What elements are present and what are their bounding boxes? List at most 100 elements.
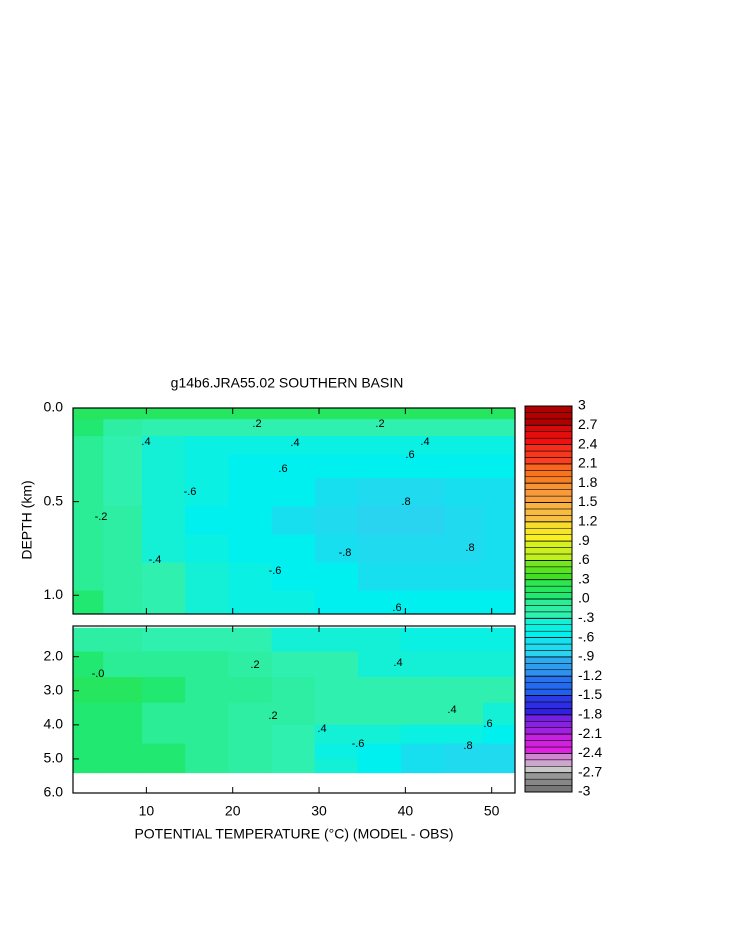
colorbar-band (524, 708, 573, 716)
contour-cell (314, 677, 359, 704)
contour-cell (271, 436, 316, 456)
colorbar-band (524, 579, 573, 587)
contour-cell (314, 562, 359, 592)
colorbar-band (524, 663, 573, 671)
contour-cell (73, 506, 104, 536)
colorbar-band (524, 444, 573, 452)
contour-cell (142, 651, 186, 678)
contour-cell (483, 534, 515, 564)
contour-cell (314, 702, 359, 726)
contour-cell (228, 677, 273, 704)
contour-cell (271, 408, 316, 420)
colorbar-band (524, 624, 573, 632)
contour-cell (271, 419, 316, 437)
colorbar-band (524, 688, 573, 696)
contour-cell (142, 743, 186, 760)
contour-cell (444, 590, 484, 614)
colorbar-band (524, 482, 573, 490)
panel-frame (72, 625, 516, 794)
colorbar-tick-label: -2.1 (578, 725, 602, 741)
contour-cell (314, 534, 359, 564)
y-tick-label: 2.0 (44, 647, 64, 663)
contour-cell (228, 454, 273, 479)
panel-frame (72, 407, 516, 615)
colorbar-band (524, 746, 573, 754)
colorbar-tick-label: -1.8 (578, 706, 602, 722)
colorbar-band (524, 553, 573, 561)
contour-cell (401, 724, 445, 745)
contour-cell (483, 419, 515, 437)
contour-cell (103, 408, 143, 420)
contour-cell (271, 758, 316, 774)
colorbar-band (524, 727, 573, 735)
contour-cell (444, 758, 484, 774)
contour-cell (357, 651, 402, 678)
colorbar-band (524, 412, 573, 420)
contour-cell (103, 419, 143, 437)
contour-cell (228, 506, 273, 536)
contour-cell (142, 758, 186, 774)
contour-cell (483, 758, 515, 774)
contour-cell (271, 534, 316, 564)
colorbar-tick-label: .3 (578, 570, 590, 586)
y-tick-label: 0.0 (44, 399, 64, 415)
contour-cell (444, 677, 484, 704)
colorbar-band (524, 656, 573, 664)
y-tick-label: 0.5 (44, 492, 64, 508)
contour-cell (142, 506, 186, 536)
contour-cell (185, 408, 229, 420)
contour-cell (444, 627, 484, 653)
y-tick-label: 4.0 (44, 716, 64, 732)
contour-cell (142, 702, 186, 726)
contour-label: .8 (463, 740, 472, 752)
contour-label: .6 (405, 449, 414, 461)
contour-cell (73, 454, 104, 479)
contour-cell (401, 651, 445, 678)
contour-cell (185, 590, 229, 614)
contour-cell (185, 743, 229, 760)
contour-cell (73, 478, 104, 507)
contour-cell (401, 627, 445, 653)
contour-cell (401, 436, 445, 456)
colorbar-band (524, 405, 573, 413)
colorbar-band (524, 540, 573, 548)
contour-cell (185, 419, 229, 437)
contour-cell (357, 724, 402, 745)
contour-cell (142, 627, 186, 653)
colorbar-band (524, 573, 573, 580)
contour-cell (73, 651, 104, 678)
colorbar-band (524, 431, 573, 439)
colorbar-band (524, 598, 573, 606)
contour-cell (142, 408, 186, 420)
colorbar-band (524, 418, 573, 426)
contour-cell (483, 743, 515, 760)
contour-label: .4 (290, 437, 299, 449)
panel-field (73, 408, 515, 614)
contour-cell (483, 408, 515, 420)
contour-cell (271, 702, 316, 726)
contour-cell (444, 534, 484, 564)
contour-label: .4 (447, 704, 456, 716)
contour-cell (483, 590, 515, 614)
colorbar-tick-label: 2.7 (578, 416, 598, 432)
contour-cell (357, 758, 402, 774)
contour-cell (444, 454, 484, 479)
contour-cell (401, 419, 445, 437)
contour-label: .2 (375, 418, 384, 430)
contour-cell (142, 436, 186, 456)
contour-cell (444, 702, 484, 726)
contour-label: -.2 (95, 511, 108, 523)
contour-cell (142, 677, 186, 704)
contour-cell (185, 478, 229, 507)
contour-cell (357, 743, 402, 760)
contour-label: -.6 (184, 486, 197, 498)
y-axis-label: DEPTH (km) (19, 480, 35, 559)
colorbar-band (524, 437, 573, 445)
contour-cell (142, 419, 186, 437)
contour-label: .4 (393, 657, 402, 669)
contour-cell (483, 436, 515, 456)
contour-cell (103, 702, 143, 726)
contour-cell (314, 627, 359, 653)
contour-cell (185, 436, 229, 456)
